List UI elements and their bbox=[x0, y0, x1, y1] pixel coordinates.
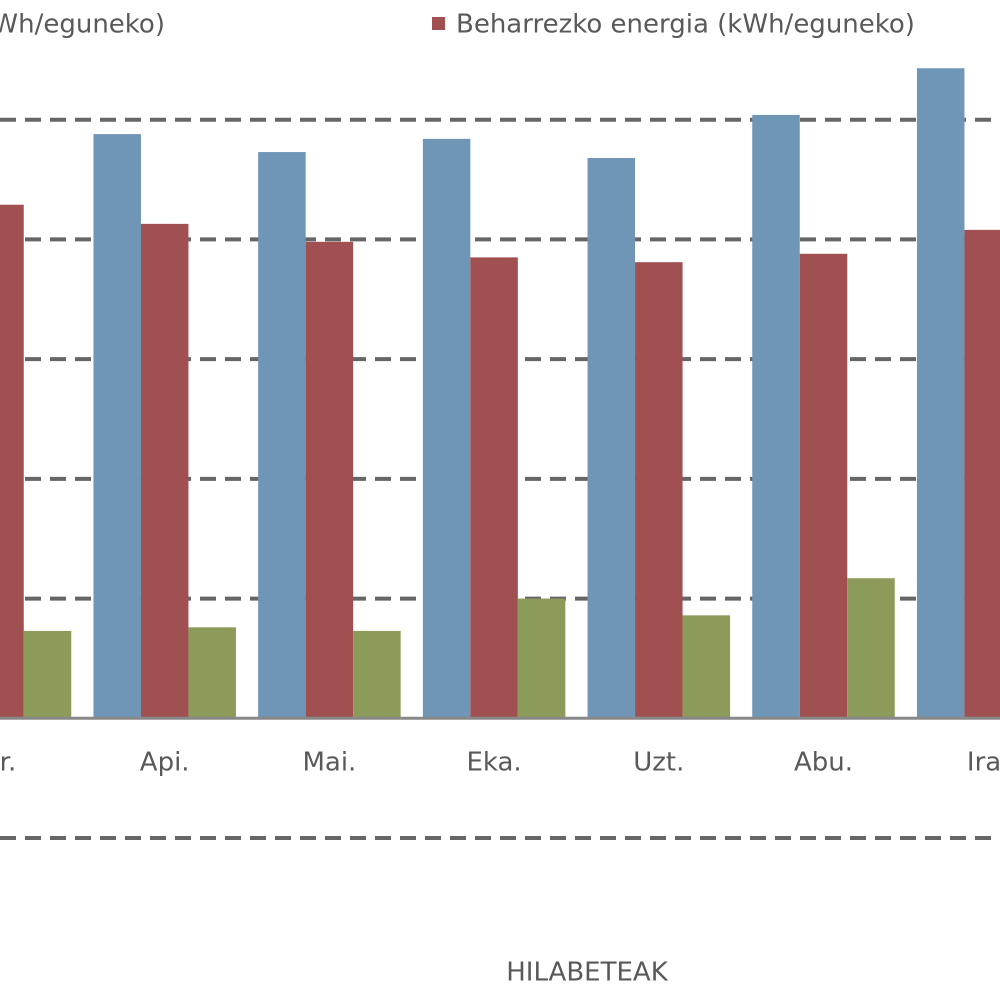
bar bbox=[517, 598, 566, 719]
bar bbox=[847, 578, 895, 719]
x-tick-label: ar. bbox=[0, 748, 16, 778]
bar bbox=[587, 158, 636, 719]
x-tick-label: Uzt. bbox=[633, 748, 684, 778]
bar bbox=[682, 615, 731, 719]
x-tick-label: Ira. bbox=[967, 748, 1000, 778]
x-tick-label: Eka. bbox=[466, 748, 521, 778]
bar bbox=[23, 630, 72, 719]
legend-label: Wh/eguneko) bbox=[0, 10, 165, 40]
bar bbox=[353, 630, 401, 719]
legend-marker bbox=[432, 17, 445, 30]
x-tick-label: Api. bbox=[140, 748, 190, 778]
bar bbox=[752, 114, 800, 719]
x-tick-label: Abu. bbox=[794, 748, 853, 778]
bar bbox=[470, 257, 518, 719]
bar bbox=[305, 241, 354, 719]
x-tick-label: Mai. bbox=[302, 748, 356, 778]
legend-label: Beharrezko energia (kWh/eguneko) bbox=[456, 10, 915, 40]
bar bbox=[799, 253, 848, 719]
bar bbox=[93, 134, 141, 719]
bar bbox=[258, 152, 306, 719]
bar bbox=[916, 68, 965, 719]
bar bbox=[140, 223, 189, 719]
bar bbox=[422, 138, 471, 719]
bar bbox=[0, 204, 24, 719]
x-axis-title: HILABETEAK bbox=[506, 958, 668, 988]
bar bbox=[188, 627, 236, 719]
bar bbox=[635, 262, 683, 719]
bar bbox=[964, 229, 1000, 719]
